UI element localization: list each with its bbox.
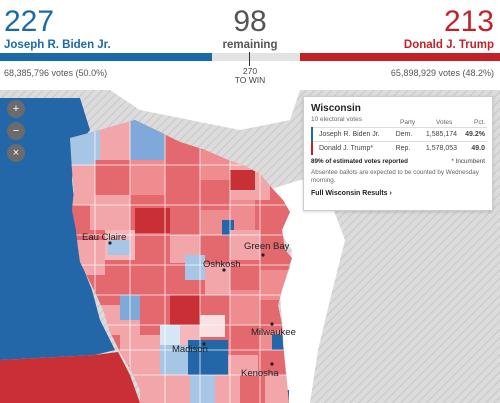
wisconsin-counties[interactable] [60, 110, 300, 403]
info-col-votes: Votes [436, 119, 453, 126]
info-row-party: Rep. [393, 141, 418, 155]
wisconsin-county-map[interactable]: Eau Claire Green Bay Oshkosh Madison Mil… [0, 90, 500, 403]
info-incumbent-note: * Incumbent [451, 158, 485, 165]
zoom-out-button[interactable]: − [7, 122, 25, 140]
info-col-party: Party [400, 119, 416, 126]
biden-name: Joseph R. Biden Jr. [4, 39, 111, 51]
info-row-trump: Donald J. Trump* Rep. 1,578,053 49.0 [311, 141, 487, 155]
to-win-text: TO WIN [234, 75, 266, 85]
biden-bar-fill [0, 53, 212, 61]
city-label-green-bay: Green Bay [244, 241, 290, 252]
city-label-oshkosh: Oshkosh [203, 259, 241, 270]
full-results-link[interactable]: Full Wisconsin Results › [311, 190, 392, 197]
city-label-madison: Madison [172, 344, 208, 355]
info-row-biden: Joseph R. Biden Jr. Dem. 1,585,174 49.2% [311, 127, 487, 142]
info-row-votes: 1,578,053 [417, 141, 460, 155]
state-info-tooltip: Wisconsin 10 electoral votes Party Votes… [303, 96, 493, 211]
iowa-state[interactable] [0, 352, 140, 403]
trump-summary: 213 Donald J. Trump [403, 5, 494, 52]
info-row-party: Dem. [393, 127, 418, 142]
electoral-progress-bar [0, 53, 500, 61]
info-reported-pct: 89% of estimated votes reported [311, 158, 408, 165]
info-row-votes: 1,585,174 [417, 127, 460, 142]
biden-summary: 227 Joseph R. Biden Jr. [4, 5, 111, 52]
city-label-milwaukee: Milwaukee [251, 327, 296, 338]
biden-electoral-count: 227 [4, 5, 55, 38]
trump-electoral-count: 213 [443, 5, 494, 38]
lake-michigan [268, 174, 345, 403]
remaining-summary: 98 remaining [0, 5, 500, 52]
info-absentee-note: Absentee ballots are expected to be coun… [311, 169, 479, 184]
results-header: 227 Joseph R. Biden Jr. 98 remaining 213… [0, 0, 500, 90]
city-label-eau-claire: Eau Claire [82, 232, 126, 243]
info-electoral-votes: 10 electoral votes [311, 116, 362, 123]
lake-superior [110, 90, 300, 130]
map-svg: Eau Claire Green Bay Oshkosh Madison Mil… [0, 90, 500, 403]
to-win-label: 270 TO WIN [0, 67, 500, 85]
reset-map-button[interactable]: × [7, 144, 25, 162]
info-results-table: Joseph R. Biden Jr. Dem. 1,585,174 49.2%… [311, 127, 487, 155]
info-row-name: Donald J. Trump* [311, 141, 394, 155]
info-col-pct: Pct. [474, 119, 486, 126]
info-row-pct: 49.0 [459, 141, 487, 155]
info-reporting: 89% of estimated votes reported * Incumb… [311, 158, 485, 165]
trump-popular-votes: 65,898,929 votes (48.2%) [390, 68, 494, 78]
biden-popular-votes: 68,385,796 votes (50.0%) [4, 68, 108, 78]
win-threshold-marker [249, 52, 250, 66]
remaining-label: remaining [222, 39, 278, 51]
minnesota-state[interactable] [0, 98, 115, 360]
trump-name: Donald J. Trump [403, 39, 494, 51]
trump-bar-fill [300, 53, 500, 61]
info-state-name: Wisconsin [311, 103, 361, 114]
info-row-pct: 49.2% [459, 127, 487, 142]
to-win-number: 270 [242, 66, 258, 76]
city-markers: Eau Claire Green Bay Oshkosh Madison Mil… [82, 232, 296, 379]
info-row-name: Joseph R. Biden Jr. [311, 127, 394, 142]
city-label-kenosha: Kenosha [241, 368, 279, 379]
remaining-count: 98 [233, 5, 267, 38]
zoom-in-button[interactable]: + [7, 100, 25, 118]
